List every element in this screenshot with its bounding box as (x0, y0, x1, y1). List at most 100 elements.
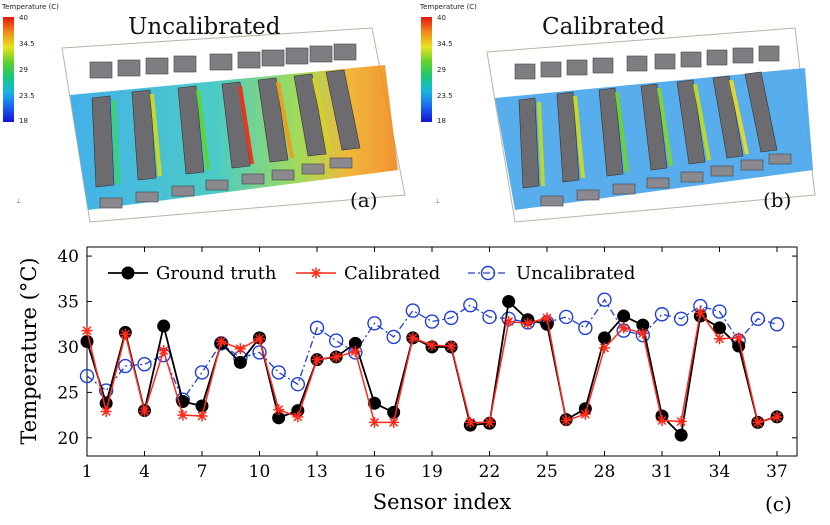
series-1-point (560, 415, 572, 427)
series-1-point (273, 404, 285, 416)
series-1-point (234, 343, 246, 355)
series-2-point (750, 311, 766, 326)
series-2-point (578, 320, 593, 336)
legend: Ground truth Calibrated Uncalibrated (108, 263, 635, 284)
series-2-point (386, 329, 401, 345)
series-0-point (502, 295, 516, 309)
legend-marker (310, 267, 322, 279)
x-tick-label: 16 (364, 462, 386, 482)
x-tick-label: 4 (139, 462, 150, 482)
series-1-point (369, 416, 380, 428)
x-tick-label: 28 (594, 462, 616, 482)
series-2-point (558, 309, 574, 325)
series-0-point (617, 309, 631, 323)
series-1-point (426, 339, 438, 351)
series-1-point (100, 405, 112, 417)
colorbar-tick: 23.5 (19, 92, 35, 100)
series-2-point (482, 309, 497, 325)
series-1-point (694, 306, 706, 318)
colorbar-tick: 40 (437, 14, 446, 22)
datacenter-render-uncalibrated (61, 27, 406, 223)
panel-b: Temperature (C) 40 34.5 29 23.5 18 (415, 0, 830, 228)
series-1-point (407, 332, 419, 344)
series-1-point (445, 340, 457, 352)
series-0-point (233, 355, 247, 369)
colorbar-tick: 34.5 (437, 40, 453, 48)
colorbar-tick: 29 (19, 66, 28, 74)
legend-label: Ground truth (156, 263, 277, 284)
x-tick-label: 7 (197, 462, 208, 482)
legend-marker (480, 265, 496, 281)
colorbar-title: Temperature (C) (420, 3, 477, 11)
series-1-point (752, 416, 764, 428)
series-1-point (388, 416, 400, 428)
series-1-point (484, 416, 495, 428)
x-tick-label: 34 (709, 462, 731, 482)
x-tick-label: 31 (651, 462, 673, 482)
colorbar-tick: 29 (437, 66, 446, 74)
series-2-point (367, 316, 382, 331)
series-1-point (464, 416, 476, 428)
panel-c-label: (c) (765, 492, 792, 516)
series-line-1 (86, 310, 778, 424)
series-2-point (654, 307, 670, 322)
series-1-point (119, 328, 131, 340)
y-tick-label: 30 (57, 338, 79, 358)
series-1-point (254, 333, 265, 345)
series-0-point (368, 396, 381, 410)
series-1-point (675, 415, 687, 427)
series-1-point (177, 409, 189, 421)
colorbar-tick: 18 (19, 117, 28, 125)
legend-label: Calibrated (344, 263, 440, 284)
series-2-point (424, 314, 440, 329)
legend-label: Uncalibrated (516, 263, 635, 284)
x-axis-label: Sensor index (373, 490, 512, 514)
y-tick-label: 40 (57, 247, 79, 267)
x-tick-label: 37 (766, 462, 788, 482)
series-1-point (618, 322, 630, 334)
series-2-point (252, 345, 267, 360)
series-0-point (598, 331, 611, 345)
series-1-point (541, 312, 553, 324)
series-1-point (503, 316, 515, 328)
y-axis-label: Temperature (°C) (17, 257, 41, 444)
panel-a-label: (a) (350, 188, 378, 212)
legend-marker (121, 266, 135, 280)
series-0-point (636, 318, 650, 332)
series-2-point (597, 292, 612, 307)
y-tick-label: 35 (57, 293, 79, 313)
x-tick-label: 13 (306, 462, 328, 482)
series-2-point (443, 310, 459, 326)
series-2-point (137, 357, 152, 372)
series-2-point (309, 320, 325, 336)
series-1-point (196, 410, 208, 422)
x-tick-label: 19 (421, 462, 443, 482)
series-1-point (311, 354, 323, 366)
colorbar (3, 17, 14, 122)
series-2-point (769, 317, 785, 332)
series-0-point (348, 336, 362, 350)
series-2-point (405, 303, 421, 318)
series-2-point (118, 358, 133, 374)
series-1-point (349, 346, 361, 357)
panel-b-title: Calibrated (542, 14, 666, 40)
series-1-point (522, 317, 534, 329)
x-tick-label: 1 (82, 462, 93, 482)
datacenter-render-calibrated (486, 27, 816, 223)
y-tick-label: 25 (57, 383, 79, 403)
x-tick-label: 10 (249, 462, 271, 482)
series-0-point (674, 428, 688, 442)
series-0-point (80, 335, 94, 349)
series-2-point (673, 311, 689, 326)
series-2-point (290, 377, 306, 392)
orientation-triad-icon: ⊥ (16, 198, 22, 205)
series-1-point (599, 342, 610, 354)
series-2-point (463, 297, 478, 313)
series-1-point (139, 405, 150, 417)
series-1-point (733, 332, 745, 344)
x-tick-label: 25 (536, 462, 558, 482)
colorbar-tick: 40 (19, 14, 28, 22)
series-2-point (328, 333, 344, 348)
temperature-line-chart: 20 25 30 35 40 1 4 7 10 13 16 19 22 25 28 31 34 37 Tempe… (17, 246, 798, 516)
series-2-point (79, 368, 95, 384)
